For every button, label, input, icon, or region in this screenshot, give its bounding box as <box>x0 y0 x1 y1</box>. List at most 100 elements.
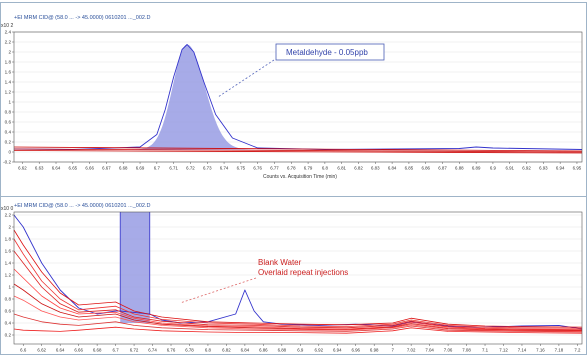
panel-top-x-axis: 6.62 6.63 6.64 6.65 6.66 6.67 6.68 6.69 6.7 6.71 6… <box>18 162 582 171</box>
y-tick-label: 2.2 <box>5 213 12 218</box>
x-tick-label: 6.67 <box>102 166 111 171</box>
panel-top: +EI MRM CID@ (58.0 ... -> 45.0000) 06102… <box>0 2 587 197</box>
x-tick-label: 7.12 <box>499 348 508 353</box>
y-tick-label: 0.8 <box>5 297 12 302</box>
panel-top-plot-area <box>13 31 583 163</box>
peak-fill <box>123 44 274 150</box>
panel-bottom-plot-area <box>13 211 583 345</box>
x-tick-label: 6.81 <box>337 166 346 171</box>
x-tick-label: 7.16 <box>536 348 545 353</box>
y-tick-label: 0.2 <box>5 140 12 145</box>
panel-bottom-y-axis: 0.2 0.4 0.6 0.8 1 1.2 1.4 1.6 1.8 2 2.2 <box>5 213 14 338</box>
x-tick-label: 6.6 <box>20 348 27 353</box>
y-tick-label: 0.2 <box>5 333 12 338</box>
series-line-4 <box>13 150 583 154</box>
x-tick-label: 6.88 <box>455 166 464 171</box>
panel-top-y-axis: -0.2 0 0.2 0.4 0.6 0.8 1 1.2 1.4 1.6 1.8 2 2.2 2.4 <box>3 30 14 165</box>
clipped-peak-fill <box>120 212 150 323</box>
y-tick-label: 1 <box>8 100 11 105</box>
panel-bottom-annotation-line-1: Blank Water <box>258 258 302 267</box>
y-tick-label: 2.2 <box>5 40 12 45</box>
x-tick-label: 6.72 <box>186 166 195 171</box>
x-tick-label: 7 <box>391 348 394 353</box>
panel-bottom-x-axis: 6.6 6.62 6.64 6.66 6.68 6.7 6.72 6.74 6.76 6.78 6.… <box>20 344 581 353</box>
y-tick-label: 1.8 <box>5 60 12 65</box>
x-tick-label: 6.92 <box>522 166 531 171</box>
x-tick-label: 6.82 <box>354 166 363 171</box>
panel-top-annotation-box <box>275 43 385 61</box>
x-tick-label: 6.78 <box>287 166 296 171</box>
x-tick-label: 6.92 <box>315 348 324 353</box>
x-tick-label: 7.02 <box>407 348 416 353</box>
x-tick-label: 6.88 <box>278 348 287 353</box>
y-tick-label: 1.6 <box>5 249 12 254</box>
x-tick-label: 6.66 <box>85 166 94 171</box>
x-tick-label: 6.7 <box>154 166 161 171</box>
x-tick-label: 6.9 <box>297 348 304 353</box>
x-tick-label: 6.87 <box>438 166 447 171</box>
x-tick-label: 6.98 <box>370 348 379 353</box>
series-line-5 <box>13 268 583 331</box>
series-line-4 <box>13 250 583 330</box>
panel-bottom-annotation-line-2: Overlaid repeat injections <box>258 268 348 277</box>
series-line-8 <box>13 313 583 333</box>
x-tick-label: 6.94 <box>333 348 342 353</box>
x-tick-label: 7.18 <box>555 348 564 353</box>
x-tick-label: 6.71 <box>169 166 178 171</box>
x-tick-label: 6.68 <box>119 166 128 171</box>
y-tick-label: 0 <box>8 150 11 155</box>
x-tick-label: 6.76 <box>253 166 262 171</box>
panel-top-annotation-leader <box>217 59 275 98</box>
x-tick-label: 6.85 <box>405 166 414 171</box>
x-tick-label: 6.66 <box>74 348 83 353</box>
panel-bottom-series <box>13 212 583 334</box>
panel-top-x-axis-label: Counts vs. Acquisition Time (min) <box>263 174 337 180</box>
x-tick-label: 6.86 <box>421 166 430 171</box>
x-tick-label: 6.69 <box>136 166 145 171</box>
x-tick-label: 6.95 <box>573 166 582 171</box>
y-tick-label: 1.2 <box>5 90 12 95</box>
x-tick-label: 6.9 <box>490 166 497 171</box>
x-tick-label: 6.86 <box>259 348 268 353</box>
series-line-6 <box>13 283 583 332</box>
x-tick-label: 6.82 <box>222 348 231 353</box>
x-tick-label: 6.83 <box>371 166 380 171</box>
x-tick-label: 6.75 <box>237 166 246 171</box>
y-tick-label: 0.4 <box>5 321 12 326</box>
x-tick-label: 6.76 <box>167 348 176 353</box>
panel-bottom-annotation-leader <box>179 277 257 304</box>
x-tick-label: 6.84 <box>388 166 397 171</box>
x-tick-label: 6.72 <box>130 348 139 353</box>
panel-top-y-multiplier: x10 2 <box>1 23 13 29</box>
panel-top-annotation: Metaldehyde - 0.05ppb <box>286 48 368 57</box>
series-line-7 <box>13 295 583 332</box>
series-line-3 <box>13 148 583 153</box>
x-tick-label: 6.8 <box>205 348 212 353</box>
x-tick-label: 6.77 <box>270 166 279 171</box>
x-tick-label: 6.8 <box>322 166 329 171</box>
panel-top-title: +EI MRM CID@ (58.0 ... -> 45.0000) 06102… <box>14 15 150 21</box>
panel-bottom-title: +EI MRM CID@ (58.0 ... -> 45.0000) 06102… <box>14 203 150 209</box>
panel-bottom: +EI MRM CID@ (58.0 ... -> 45.0000) 06102… <box>0 196 587 355</box>
x-tick-label: 7.2 <box>574 348 581 353</box>
x-tick-label: 6.89 <box>472 166 481 171</box>
x-tick-label: 7.1 <box>482 348 489 353</box>
x-tick-label: 6.79 <box>304 166 313 171</box>
panel-bottom-gridlines <box>14 214 582 336</box>
y-tick-label: 2.4 <box>5 30 12 35</box>
y-tick-label: 0.4 <box>5 130 12 135</box>
x-tick-label: 6.74 <box>220 166 229 171</box>
x-tick-label: 6.91 <box>505 166 514 171</box>
x-tick-label: 7.14 <box>518 348 527 353</box>
x-tick-label: 6.62 <box>18 166 27 171</box>
y-tick-label: 1.2 <box>5 273 12 278</box>
x-tick-label: 6.63 <box>35 166 44 171</box>
x-tick-label: 6.74 <box>148 348 157 353</box>
series-line-3 <box>13 238 583 329</box>
x-tick-label: 6.68 <box>93 348 102 353</box>
x-tick-label: 7.06 <box>444 348 453 353</box>
x-tick-label: 6.96 <box>351 348 360 353</box>
y-tick-label: 1.4 <box>5 261 12 266</box>
